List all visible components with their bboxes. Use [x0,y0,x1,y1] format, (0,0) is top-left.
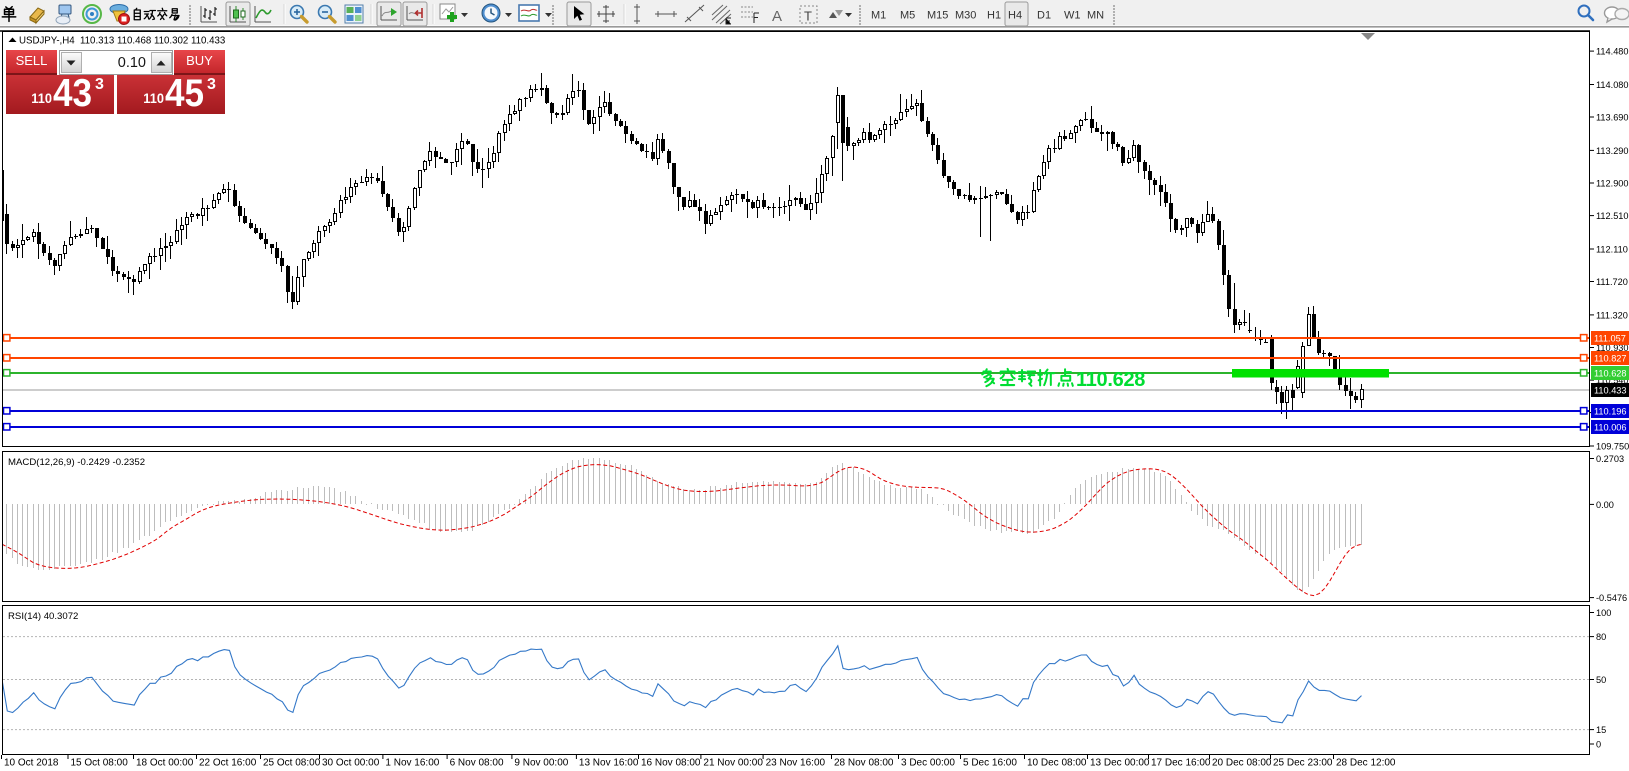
svg-text:10 Dec 08:00: 10 Dec 08:00 [1027,758,1087,769]
svg-text:110.827: 110.827 [1594,354,1627,364]
svg-text:3 Dec 00:00: 3 Dec 00:00 [901,758,955,769]
svg-text:RSI(14) 40.3072: RSI(14) 40.3072 [8,611,78,622]
svg-text:16 Nov 08:00: 16 Nov 08:00 [641,758,701,769]
svg-text:30 Oct 00:00: 30 Oct 00:00 [322,758,380,769]
svg-text:109.750: 109.750 [1596,442,1629,452]
svg-text:H1: H1 [987,10,1001,22]
svg-text:20 Dec 08:00: 20 Dec 08:00 [1212,758,1272,769]
svg-text:111.320: 111.320 [1596,310,1628,320]
svg-text:110.313 110.468 110.302 110.43: 110.313 110.468 110.302 110.433 [80,36,225,47]
svg-text:110.628: 110.628 [1076,369,1145,391]
svg-text:1 Nov 16:00: 1 Nov 16:00 [385,758,439,769]
svg-text:110.006: 110.006 [1594,423,1627,433]
svg-text:114.080: 114.080 [1596,80,1629,90]
svg-text:50: 50 [1596,675,1606,685]
svg-text:10 Oct 2018: 10 Oct 2018 [4,758,59,769]
svg-text:110.540: 110.540 [1596,376,1629,386]
svg-text:5 Dec 16:00: 5 Dec 16:00 [963,758,1017,769]
svg-text:MACD(12,26,9) -0.2429 -0.2352: MACD(12,26,9) -0.2429 -0.2352 [8,457,145,468]
svg-text:112.110: 112.110 [1596,244,1628,254]
svg-text:110.433: 110.433 [1594,386,1627,396]
svg-text:28 Nov 08:00: 28 Nov 08:00 [834,758,894,769]
svg-text:-0.5476: -0.5476 [1596,593,1627,603]
svg-text:80: 80 [1596,632,1606,642]
svg-text:USDJPY-,H4: USDJPY-,H4 [19,36,75,47]
svg-text:0.2703: 0.2703 [1596,454,1624,464]
svg-text:111.057: 111.057 [1594,334,1626,344]
svg-text:17 Dec 16:00: 17 Dec 16:00 [1151,758,1211,769]
svg-text:13 Dec 00:00: 13 Dec 00:00 [1090,758,1150,769]
svg-text:M30: M30 [955,10,976,22]
svg-text:13 Nov 16:00: 13 Nov 16:00 [579,758,639,769]
svg-text:0.00: 0.00 [1596,500,1614,510]
svg-text:112.510: 112.510 [1596,211,1629,221]
svg-text:28 Dec 12:00: 28 Dec 12:00 [1336,758,1396,769]
svg-text:M1: M1 [871,10,886,22]
svg-text:M15: M15 [927,10,948,22]
svg-text:W1: W1 [1064,10,1081,22]
svg-text:H4: H4 [1008,10,1022,22]
svg-text:T: T [804,9,812,24]
svg-text:22 Oct 16:00: 22 Oct 16:00 [199,758,257,769]
svg-text:21 Nov 00:00: 21 Nov 00:00 [703,758,763,769]
svg-text:6 Nov 08:00: 6 Nov 08:00 [450,758,504,769]
svg-text:112.900: 112.900 [1596,179,1629,189]
svg-text:111.720: 111.720 [1596,277,1628,287]
svg-text:110.628: 110.628 [1594,369,1627,379]
svg-text:15 Oct 08:00: 15 Oct 08:00 [71,758,129,769]
svg-text:0: 0 [1596,740,1601,750]
svg-text:9 Nov 00:00: 9 Nov 00:00 [514,758,568,769]
svg-text:110.196: 110.196 [1594,407,1627,417]
svg-text:23 Nov 16:00: 23 Nov 16:00 [766,758,826,769]
svg-text:D1: D1 [1037,10,1051,22]
svg-text:A: A [772,8,782,25]
svg-text:114.480: 114.480 [1596,47,1629,57]
svg-text:18 Oct 00:00: 18 Oct 00:00 [136,758,194,769]
svg-text:MN: MN [1087,10,1104,22]
svg-text:25 Oct 08:00: 25 Oct 08:00 [263,758,321,769]
svg-text:113.290: 113.290 [1596,146,1629,156]
svg-text:25 Dec 23:00: 25 Dec 23:00 [1273,758,1333,769]
svg-text:113.690: 113.690 [1596,113,1629,123]
svg-text:15: 15 [1596,725,1606,735]
svg-text:110.930: 110.930 [1596,343,1629,353]
svg-text:100: 100 [1596,608,1611,618]
svg-text:M5: M5 [900,10,915,22]
